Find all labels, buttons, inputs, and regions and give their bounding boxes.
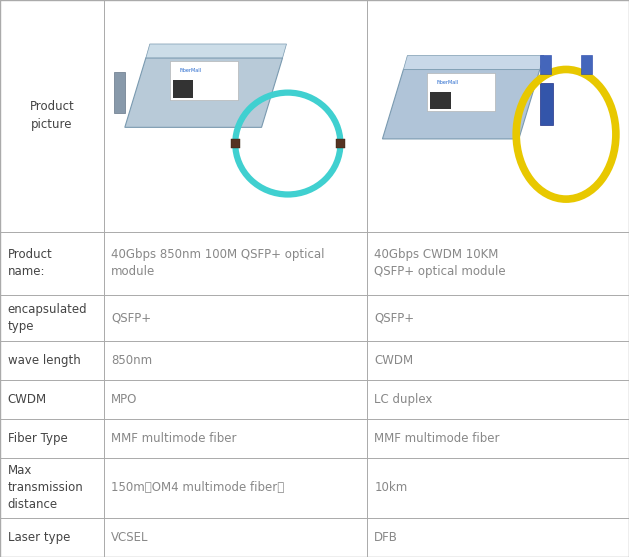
Polygon shape (403, 56, 543, 70)
Text: 40Gbps 850nm 100M QSFP+ optical
module: 40Gbps 850nm 100M QSFP+ optical module (111, 248, 325, 278)
Bar (170, 61, 238, 100)
Text: 850nm: 850nm (111, 354, 152, 367)
Text: 150m（OM4 multimode fiber）: 150m（OM4 multimode fiber） (111, 481, 284, 495)
Bar (430, 92, 451, 109)
Text: QSFP+: QSFP+ (374, 311, 415, 325)
Text: Fiber Type: Fiber Type (8, 432, 67, 444)
Text: FiberMall: FiberMall (437, 80, 459, 85)
Text: VCSEL: VCSEL (111, 531, 149, 544)
Text: MMF multimode fiber: MMF multimode fiber (111, 432, 237, 444)
Text: 10km: 10km (374, 481, 408, 495)
Bar (540, 55, 551, 74)
Text: 40Gbps CWDM 10KM
QSFP+ optical module: 40Gbps CWDM 10KM QSFP+ optical module (374, 248, 506, 278)
Text: DFB: DFB (374, 531, 398, 544)
Bar (581, 55, 592, 74)
Bar (427, 73, 495, 111)
Text: encapsulated
type: encapsulated type (8, 303, 87, 333)
Text: CWDM: CWDM (8, 393, 47, 406)
Text: Product
picture: Product picture (30, 100, 74, 131)
Text: LC duplex: LC duplex (374, 393, 433, 406)
Text: CWDM: CWDM (374, 354, 413, 367)
Text: QSFP+: QSFP+ (111, 311, 152, 325)
Text: Max
transmission
distance: Max transmission distance (8, 465, 83, 511)
Text: Product
name:: Product name: (8, 248, 52, 278)
Bar (173, 80, 194, 97)
Text: Laser type: Laser type (8, 531, 70, 544)
Polygon shape (146, 44, 287, 58)
Text: wave length: wave length (8, 354, 81, 367)
Bar (114, 72, 125, 114)
Text: MPO: MPO (111, 393, 138, 406)
Polygon shape (382, 70, 540, 139)
Bar (336, 139, 345, 148)
Bar (540, 84, 553, 125)
Text: FiberMall: FiberMall (179, 69, 201, 74)
Text: MMF multimode fiber: MMF multimode fiber (374, 432, 500, 444)
Polygon shape (125, 58, 282, 128)
Bar (230, 139, 240, 148)
